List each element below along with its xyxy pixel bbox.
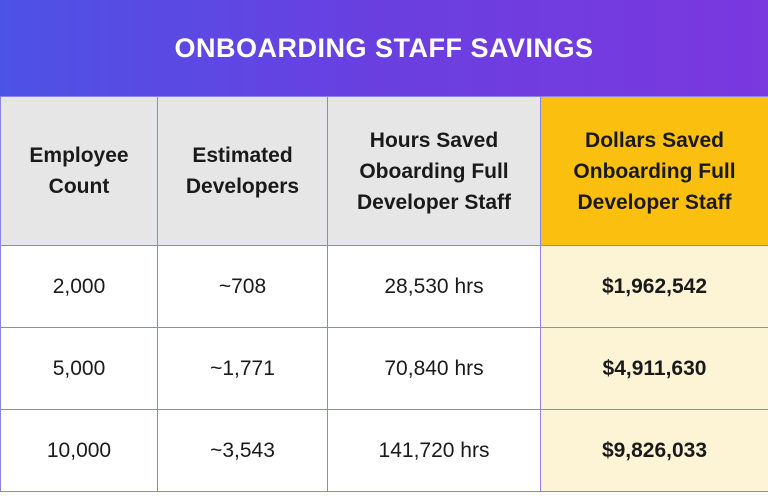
cell-estimated-developers: ~1,771 [157,327,328,410]
cell-employee-count: 5,000 [0,327,158,410]
header-hours-saved-line-2: Oboarding Full [359,159,509,183]
table-row: 2,000 ~708 28,530 hrs $1,962,542 [0,245,768,328]
title-banner: ONBOARDING STAFF SAVINGS [0,0,768,96]
cell-dollars-saved: $4,911,630 [540,327,768,410]
header-dollars-saved-line-1: Dollars Saved [585,128,724,152]
cell-employee-count: 2,000 [0,245,158,328]
cell-hours-saved: 70,840 hrs [327,327,541,410]
header-employee-count: Employee Count [0,96,158,246]
header-hours-saved-line-3: Developer Staff [356,190,512,214]
header-employee-count-line-2: Count [48,175,110,198]
table-row: 10,000 ~3,543 141,720 hrs $9,826,033 [0,409,768,492]
cell-dollars-saved: $1,962,542 [540,245,768,328]
cell-estimated-developers: ~3,543 [157,409,328,492]
header-dollars-saved: Dollars Saved Onboarding Full Developer … [540,96,768,246]
header-estimated-developers: Estimated Developers [157,96,328,246]
cell-employee-count: 10,000 [0,409,158,492]
cell-hours-saved: 141,720 hrs [327,409,541,492]
header-hours-saved-line-1: Hours Saved [369,128,499,152]
header-row: Employee Count Estimated Developers Hour… [0,96,768,246]
cell-estimated-developers: ~708 [157,245,328,328]
header-estimated-developers-line-2: Developers [185,175,300,198]
header-dollars-saved-line-2: Onboarding Full [573,159,736,183]
savings-table: Employee Count Estimated Developers Hour… [0,96,768,492]
header-hours-saved: Hours Saved Oboarding Full Developer Sta… [327,96,541,246]
cell-dollars-saved: $9,826,033 [540,409,768,492]
page-title: ONBOARDING STAFF SAVINGS [174,32,594,63]
header-employee-count-line-1: Employee [29,144,129,167]
cell-hours-saved: 28,530 hrs [327,245,541,328]
header-estimated-developers-line-1: Estimated [192,144,293,167]
header-dollars-saved-line-3: Developer Staff [577,190,732,214]
table-row: 5,000 ~1,771 70,840 hrs $4,911,630 [0,327,768,410]
